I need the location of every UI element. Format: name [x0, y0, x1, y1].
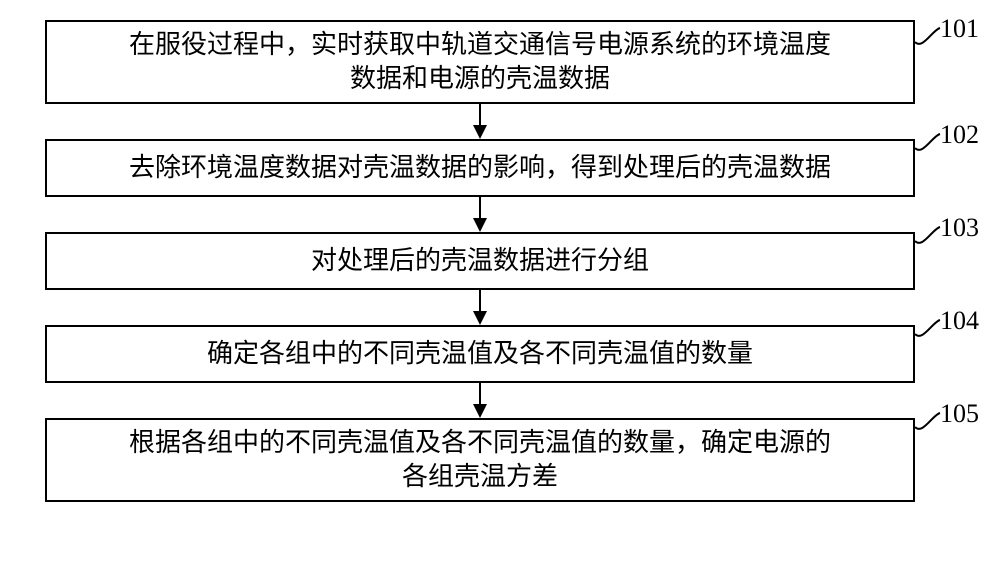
label-connector: [910, 129, 945, 163]
flow-step-step-103: 对处理后的壳温数据进行分组: [45, 232, 915, 290]
label-connector: [910, 315, 945, 349]
flow-step-text: 对处理后的壳温数据进行分组: [311, 244, 649, 278]
flow-step-label: 105: [940, 399, 979, 429]
flow-step-text: 根据各组中的不同壳温值及各不同壳温值的数量，确定电源的 各组壳温方差: [129, 426, 831, 494]
flow-step-label: 102: [940, 120, 979, 150]
flow-arrow-line: [479, 383, 481, 404]
flow-arrow-line: [479, 197, 481, 218]
flow-step-label: 104: [940, 306, 979, 336]
flow-arrow-line: [479, 104, 481, 125]
flow-arrow-head-icon: [473, 218, 487, 232]
flow-step-step-105: 根据各组中的不同壳温值及各不同壳温值的数量，确定电源的 各组壳温方差: [45, 418, 915, 502]
flow-arrow-head-icon: [473, 404, 487, 418]
flow-step-step-102: 去除环境温度数据对壳温数据的影响，得到处理后的壳温数据: [45, 139, 915, 197]
flow-step-label: 103: [940, 213, 979, 243]
flow-arrow-head-icon: [473, 125, 487, 139]
label-connector: [910, 222, 945, 256]
flow-step-step-104: 确定各组中的不同壳温值及各不同壳温值的数量: [45, 325, 915, 383]
label-connector: [910, 23, 945, 57]
flow-step-text: 在服役过程中，实时获取中轨道交通信号电源系统的环境温度 数据和电源的壳温数据: [129, 28, 831, 96]
flow-arrow-head-icon: [473, 311, 487, 325]
flow-step-text: 去除环境温度数据对壳温数据的影响，得到处理后的壳温数据: [129, 151, 831, 185]
flow-step-step-101: 在服役过程中，实时获取中轨道交通信号电源系统的环境温度 数据和电源的壳温数据: [45, 20, 915, 104]
flow-step-text: 确定各组中的不同壳温值及各不同壳温值的数量: [207, 337, 753, 371]
flow-step-label: 101: [940, 14, 979, 44]
label-connector: [910, 408, 945, 442]
flow-arrow-line: [479, 290, 481, 311]
flowchart-canvas: 在服役过程中，实时获取中轨道交通信号电源系统的环境温度 数据和电源的壳温数据 10…: [0, 0, 1000, 562]
